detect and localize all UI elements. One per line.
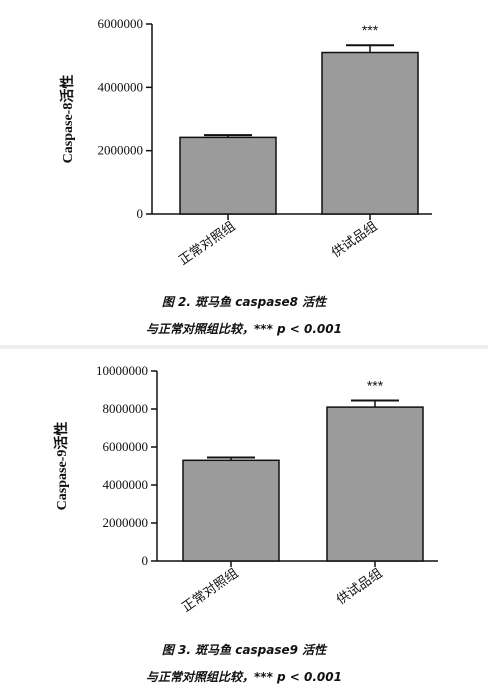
bar	[326, 406, 424, 562]
bar	[179, 136, 277, 215]
y-tick-label: 0	[137, 206, 144, 221]
y-tick-label: 0	[142, 553, 149, 568]
caspase9-bar-chart: 0 2000000 4000000 6000000 8000000 10000000 Cas…	[53, 363, 438, 615]
y-tick-label: 8000000	[103, 401, 149, 416]
y-axis-label: Caspase-9活性	[53, 422, 70, 511]
category-label: 供试品组	[334, 565, 385, 607]
y-tick-label: 2000000	[103, 515, 149, 530]
figure-2-caption-line1: 图 2. 斑马鱼 caspase8 活性	[161, 295, 327, 309]
significance-marker: ***	[367, 377, 384, 393]
category-label: 供试品组	[329, 218, 380, 260]
y-tick-label: 4000000	[103, 477, 149, 492]
category-label: 正常对照组	[179, 565, 241, 615]
y-tick-label: 2000000	[98, 143, 144, 158]
y-axis-label: Caspase-8活性	[59, 75, 76, 164]
bar	[321, 51, 419, 215]
y-tick-label: 4000000	[98, 79, 144, 94]
y-tick-label: 6000000	[103, 439, 149, 454]
significance-marker: ***	[362, 22, 379, 38]
figure-3-panel: 0 2000000 4000000 6000000 8000000 10000000 Cas…	[0, 349, 488, 689]
y-tick-label: 10000000	[96, 363, 148, 378]
y-tick-label: 6000000	[98, 16, 144, 31]
figure-3-caption-line1: 图 3. 斑马鱼 caspase9 活性	[161, 643, 327, 657]
category-label: 正常对照组	[176, 218, 238, 268]
figure-2-caption-line2: 与正常对照组比较，*** p < 0.001	[146, 322, 342, 336]
figure-3-caption-line2: 与正常对照组比较，*** p < 0.001	[146, 670, 342, 684]
panel-divider	[0, 345, 488, 349]
figure-2-panel: 0 2000000 4000000 6000000 Caspase-8活性正常对照组 **…	[59, 16, 432, 336]
bar	[182, 459, 280, 562]
